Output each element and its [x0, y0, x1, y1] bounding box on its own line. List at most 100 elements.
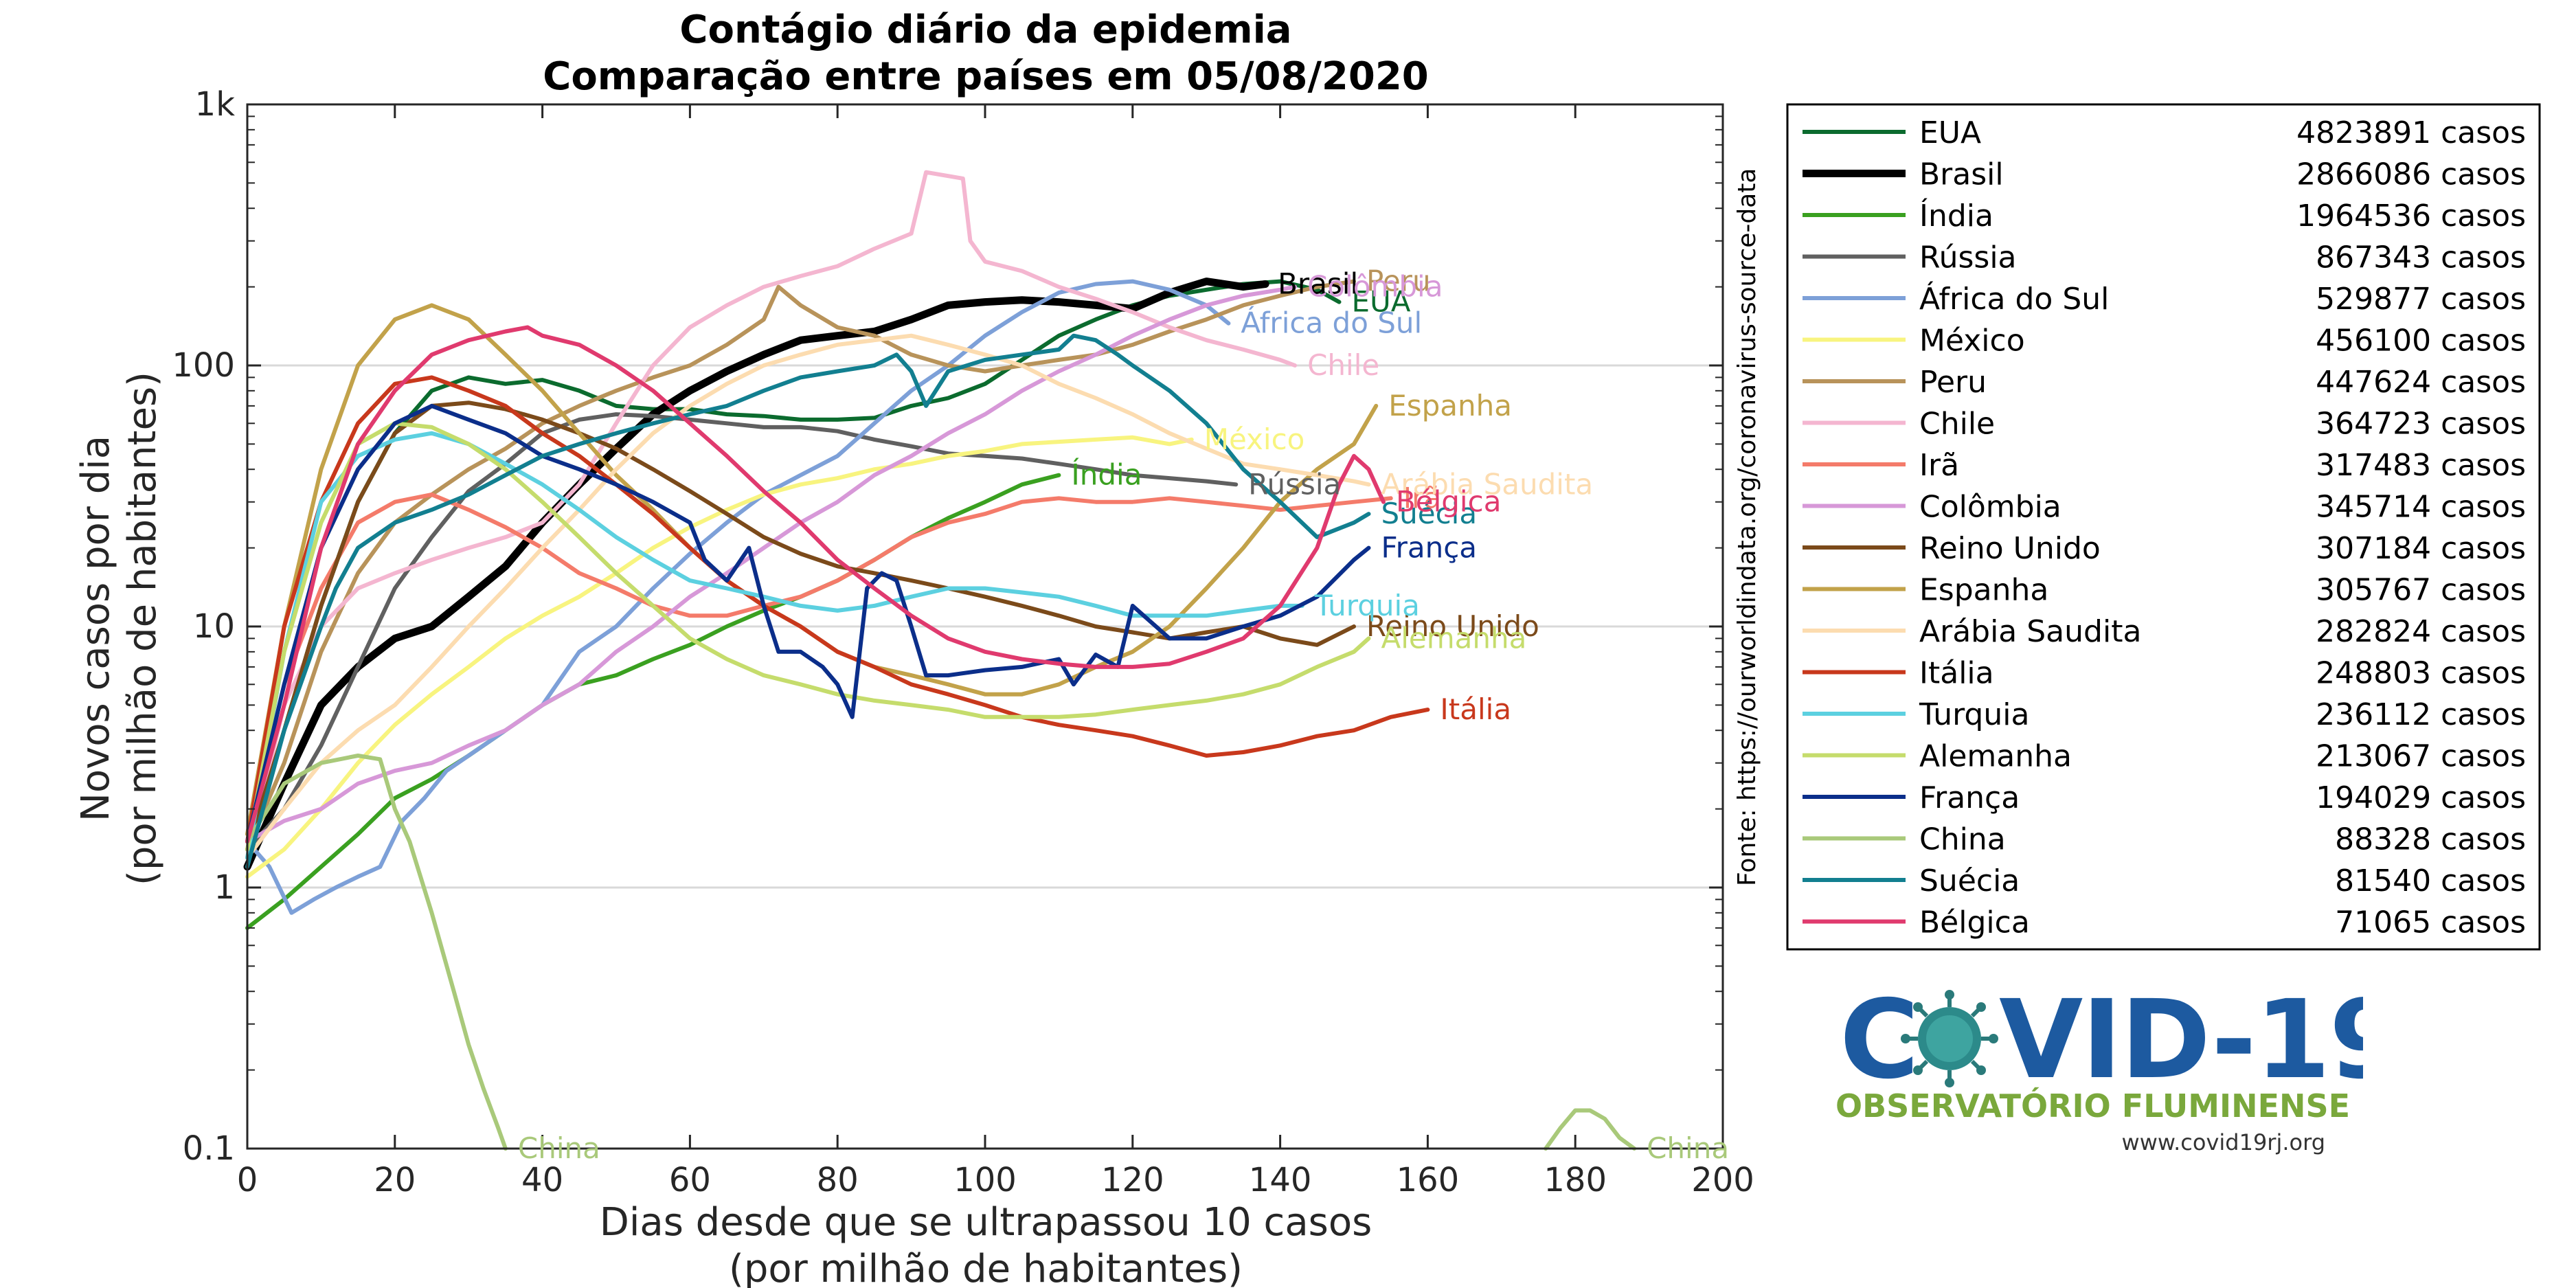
x-tick-label: 60	[669, 1161, 711, 1199]
end-label-ar-bia-saudita: Arábia Saudita	[1381, 467, 1593, 501]
legend-name: EUA	[1919, 115, 1981, 150]
logo-url: www.covid19rj.org	[2122, 1129, 2325, 1155]
legend-cases: 81540 casos	[2335, 863, 2526, 899]
legend-name: China	[1919, 822, 2006, 857]
chart-subtitle: Comparação entre países em 05/08/2020	[543, 54, 1429, 99]
series-line-peru	[245, 279, 1356, 852]
series-line-alemanha	[245, 421, 1371, 852]
source-note: Fonte: https://ourworldindata.org/corona…	[1733, 168, 1761, 886]
legend-cases: 2866086 casos	[2296, 157, 2526, 192]
x-tick-label: 160	[1397, 1161, 1460, 1199]
legend-name: Alemanha	[1919, 739, 2072, 774]
end-label-peru: Peru	[1366, 264, 1431, 298]
legend-cases: 1964536 casos	[2296, 199, 2526, 234]
legend: EUA 4823891 casos Brasil 2866086 casos Índia…	[1786, 103, 2541, 951]
x-tick-label: 20	[374, 1161, 416, 1199]
end-label-chile: Chile	[1307, 348, 1379, 382]
end-label--frica-do-sul: África do Sul	[1241, 306, 1422, 340]
legend-cases: 71065 casos	[2335, 905, 2526, 940]
end-label-ir-: Irã	[1403, 481, 1441, 515]
legend-name: Arábia Saudita	[1919, 614, 2141, 649]
series-line-m-xico	[245, 435, 1194, 879]
end-label-brasil: Brasil	[1278, 267, 1358, 301]
legend-name: Peru	[1919, 365, 1987, 400]
series-line-chile	[245, 170, 1298, 860]
legend-cases: 456100 casos	[2316, 324, 2526, 359]
y-tick-label: 10	[193, 607, 235, 646]
x-tick-label: 140	[1249, 1161, 1312, 1199]
logo-subtitle: OBSERVATÓRIO FLUMINENSE	[1835, 1087, 2350, 1125]
x-tick-label: 120	[1101, 1161, 1164, 1199]
legend-cases: 194029 casos	[2316, 780, 2526, 815]
legend-name: Reino Unido	[1919, 531, 2101, 566]
series-line-it-lia	[245, 375, 1430, 844]
y-tick-label: 100	[172, 346, 235, 385]
end-label-r-ssia: Rússia	[1248, 467, 1341, 501]
x-tick-label: 0	[237, 1161, 258, 1199]
series-line-china	[245, 754, 508, 1151]
end-label-eua: EUA	[1352, 285, 1411, 319]
series-line-brasil	[243, 278, 1269, 871]
legend-name: Espanha	[1919, 573, 2048, 608]
legend-cases: 447624 casos	[2316, 365, 2526, 400]
legend-name: Chile	[1919, 407, 1995, 442]
x-tick-label: 80	[817, 1161, 859, 1199]
series-line-ar-bia-saudita	[245, 333, 1371, 860]
legend-name: África do Sul	[1919, 280, 2109, 317]
plot-ticks: 0 20 40 60 80 100 120 140 160 180 200 0.1 1 10 100 1k	[172, 85, 1754, 1199]
end-label-china: China	[1647, 1131, 1729, 1165]
legend-cases: 88328 casos	[2335, 822, 2526, 857]
legend-cases: 364723 casos	[2316, 407, 2526, 442]
series-line-b-lgica	[245, 325, 1386, 844]
end-label-reino-unido: Reino Unido	[1366, 609, 1539, 643]
covid19-logo: C VID-19 OBSERVATÓRIO FLUMINENSE www.cov…	[1835, 982, 2363, 1155]
plot-series	[243, 170, 1637, 1151]
legend-name: Turquia	[1919, 697, 2029, 732]
legend-name: México	[1919, 324, 2025, 359]
virus-icon	[1901, 990, 1998, 1087]
legend-cases: 317483 casos	[2316, 448, 2526, 483]
legend-cases: 307184 casos	[2316, 531, 2526, 566]
y-tick-label: 0.1	[183, 1129, 235, 1168]
end-label-espanha: Espanha	[1388, 389, 1512, 422]
end-label-china: China	[518, 1131, 600, 1165]
y-axis-label-unit: (por milhão de habitantes)	[120, 372, 165, 885]
series-line-col-mbia	[245, 284, 1298, 844]
x-tick-label: 40	[521, 1161, 563, 1199]
x-axis-label: Dias desde que se ultrapassou 10 casos	[600, 1200, 1372, 1245]
x-axis-label-unit: (por milhão de habitantes)	[729, 1247, 1243, 1288]
x-tick-label: 200	[1691, 1161, 1754, 1199]
legend-cases: 236112 casos	[2316, 697, 2526, 732]
legend-name: Colômbia	[1919, 490, 2061, 525]
legend-cases: 529877 casos	[2316, 282, 2526, 317]
chart-title: Contágio diário da epidemia	[679, 8, 1291, 52]
series-line-turquia	[245, 431, 1304, 860]
end-label-b-lgica: Bélgica	[1396, 485, 1501, 519]
end-label-turquia: Turquia	[1314, 589, 1420, 622]
y-axis-label: Novos casos por dia	[74, 436, 118, 822]
series-line-su-cia	[245, 333, 1371, 869]
legend-cases: 282824 casos	[2316, 614, 2526, 649]
y-tick-label: 1	[214, 868, 235, 907]
legend-name: Itália	[1919, 656, 1994, 691]
series-line-fran-a	[245, 403, 1371, 844]
legend-name: Irã	[1919, 448, 1959, 483]
series-line-china-tail	[1544, 1108, 1637, 1151]
legend-cases: 213067 casos	[2316, 739, 2526, 774]
end-label-m-xico: México	[1204, 422, 1305, 456]
legend-name: Brasil	[1919, 157, 2004, 192]
legend-cases: 4823891 casos	[2296, 115, 2526, 150]
x-tick-label: 100	[953, 1161, 1017, 1199]
legend-items: EUA 4823891 casos Brasil 2866086 casos Índia…	[1803, 115, 2526, 940]
legend-name: Rússia	[1919, 240, 2017, 275]
legend-cases: 345714 casos	[2316, 490, 2526, 525]
series-line-eua	[245, 279, 1342, 860]
series-line-r-ssia	[245, 412, 1239, 852]
series-line-ir-	[245, 493, 1393, 844]
end-label-col-mbia: Colômbia	[1307, 270, 1443, 304]
logo-text: VID-19	[1999, 982, 2363, 1103]
legend-name: Índia	[1919, 197, 1993, 234]
end-label--ndia: Índia	[1071, 457, 1142, 492]
